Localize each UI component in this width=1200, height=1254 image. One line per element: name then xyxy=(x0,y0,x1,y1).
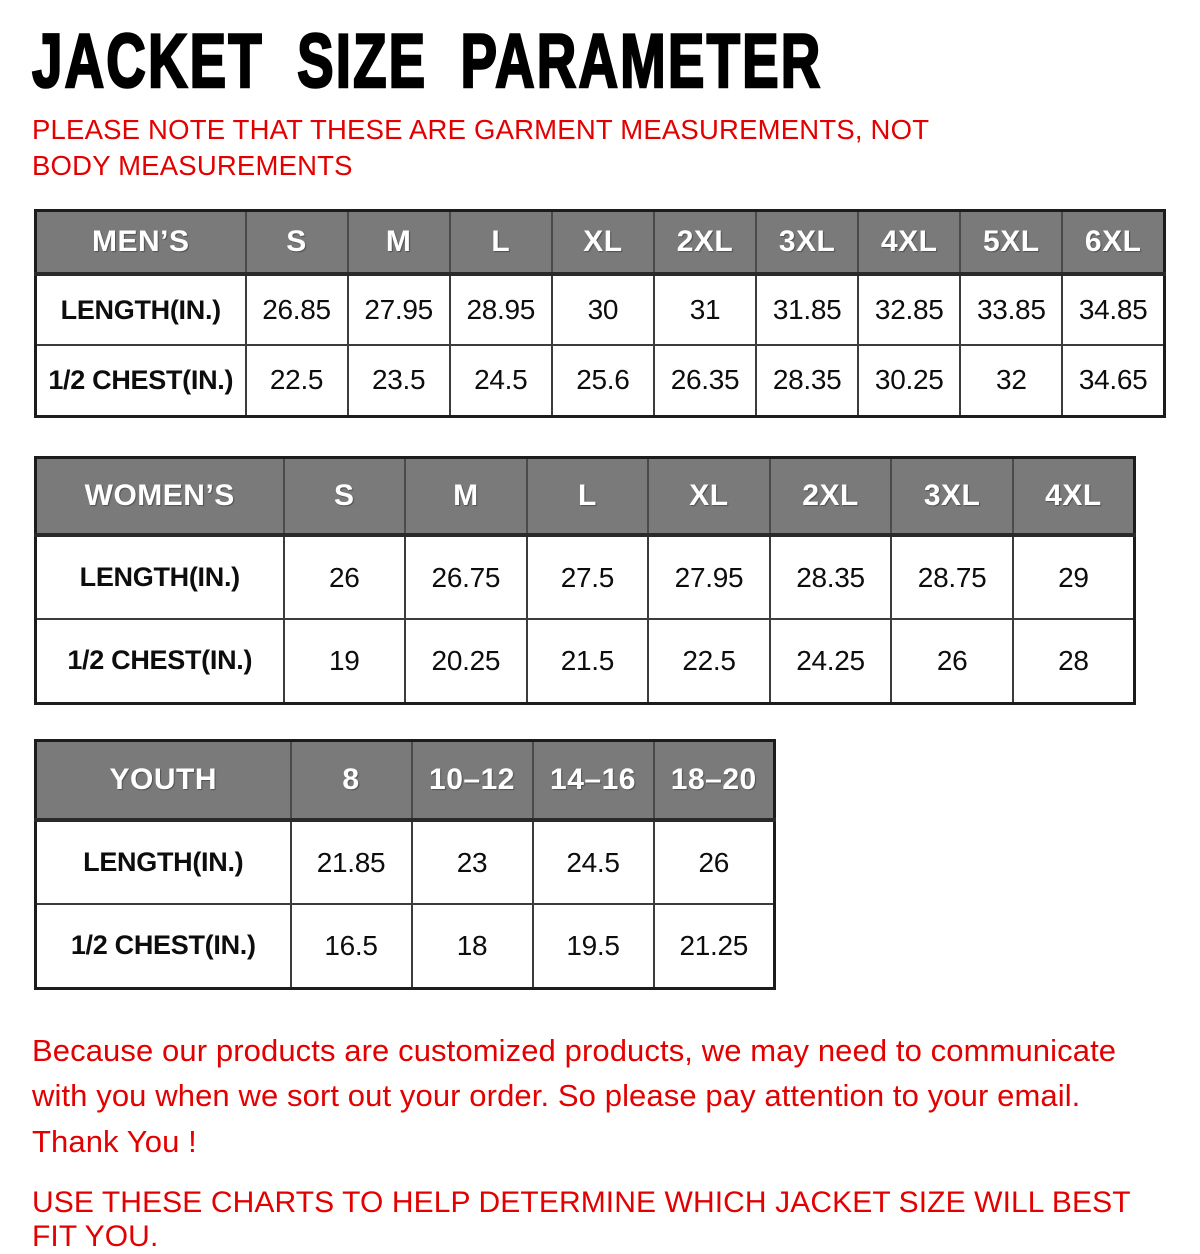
measurement-value: 27.95 xyxy=(647,534,771,621)
measurement-value: 27.95 xyxy=(346,273,451,347)
size-column-header: 14–16 xyxy=(531,739,655,823)
measurement-row-label: 1/2 CHEST(IN.) xyxy=(34,344,247,418)
size-column-header: 5XL xyxy=(959,209,1064,277)
measurement-value: 26.35 xyxy=(652,344,758,418)
size-column-header: 6XL xyxy=(1061,209,1166,277)
mens-size-table: MEN’S S M L XL 2XL 3XL 4XL 5XL 6XL LENGTH(IN.) 26.8… xyxy=(34,208,1166,418)
measurement-value: 18 xyxy=(410,903,534,990)
measurement-value: 19 xyxy=(282,618,407,705)
measurement-row: LENGTH(IN.) 26 26.75 27.5 27.95 28.35 28.75 29 xyxy=(34,534,1136,621)
size-column-header: 4XL xyxy=(1011,456,1136,538)
measurement-row-label: LENGTH(IN.) xyxy=(34,273,247,347)
measurement-value: 30.25 xyxy=(857,344,962,418)
youth-size-table: YOUTH 8 10–12 14–16 18–20 LENGTH(IN.) 21.85 23 2… xyxy=(34,738,776,990)
measurement-value: 34.65 xyxy=(1061,344,1166,418)
measurement-value: 33.85 xyxy=(959,273,1064,347)
measurement-value: 26 xyxy=(282,534,407,621)
measurement-value: 23 xyxy=(410,819,534,906)
measurement-value: 30 xyxy=(550,273,655,347)
measurement-row: 1/2 CHEST(IN.) 16.5 18 19.5 21.25 xyxy=(34,903,776,990)
measurement-value: 26.75 xyxy=(404,534,528,621)
garment-measurement-note: PLEASE NOTE THAT THESE ARE GARMENT MEASU… xyxy=(32,114,929,182)
size-column-header: M xyxy=(404,456,528,538)
measurement-value: 31.85 xyxy=(755,273,860,347)
size-column-header: 8 xyxy=(289,739,413,823)
measurement-row-label: 1/2 CHEST(IN.) xyxy=(34,618,285,705)
size-header-row: WOMEN’S S M L XL 2XL 3XL 4XL xyxy=(34,456,1136,538)
womens-size-table: WOMEN’S S M L XL 2XL 3XL 4XL LENGTH(IN.) 26 26.75 2… xyxy=(34,455,1136,705)
measurement-value: 26.85 xyxy=(244,273,349,347)
size-column-header: 2XL xyxy=(652,209,758,277)
size-column-header: 3XL xyxy=(755,209,860,277)
size-column-header: 2XL xyxy=(768,456,893,538)
measurement-value: 22.5 xyxy=(244,344,349,418)
size-column-header: S xyxy=(244,209,349,277)
size-column-header: XL xyxy=(647,456,771,538)
size-header-row: YOUTH 8 10–12 14–16 18–20 xyxy=(34,739,776,823)
measurement-value: 19.5 xyxy=(531,903,655,990)
measurement-value: 26 xyxy=(890,618,1014,705)
measurement-value: 21.25 xyxy=(652,903,776,990)
measurement-value: 21.5 xyxy=(525,618,650,705)
measurement-row: 1/2 CHEST(IN.) 19 20.25 21.5 22.5 24.25 26 28 xyxy=(34,618,1136,705)
size-column-header: L xyxy=(525,456,650,538)
size-column-header: XL xyxy=(550,209,655,277)
measurement-row-label: LENGTH(IN.) xyxy=(34,534,285,621)
measurement-row: LENGTH(IN.) 21.85 23 24.5 26 xyxy=(34,819,776,906)
measurement-value: 24.5 xyxy=(448,344,553,418)
size-column-header: L xyxy=(448,209,553,277)
measurement-row-label: 1/2 CHEST(IN.) xyxy=(34,903,292,990)
measurement-value: 21.85 xyxy=(289,819,413,906)
measurement-value: 22.5 xyxy=(647,618,771,705)
measurement-value: 28.75 xyxy=(890,534,1014,621)
measurement-value: 20.25 xyxy=(404,618,528,705)
size-column-header: S xyxy=(282,456,407,538)
measurement-value: 28.35 xyxy=(755,344,860,418)
table-group-header: MEN’S xyxy=(34,209,247,277)
measurement-value: 26 xyxy=(652,819,776,906)
size-column-header: M xyxy=(346,209,451,277)
measurement-value: 23.5 xyxy=(346,344,451,418)
size-column-header: 10–12 xyxy=(410,739,534,823)
customization-contact-note: Because our products are customized prod… xyxy=(32,1032,1117,1159)
measurement-value: 31 xyxy=(652,273,758,347)
measurement-value: 27.5 xyxy=(525,534,650,621)
table-group-header: WOMEN’S xyxy=(34,456,285,538)
measurement-value: 28 xyxy=(1011,618,1136,705)
size-column-header: 18–20 xyxy=(652,739,776,823)
measurement-value: 32 xyxy=(959,344,1064,418)
measurement-row-label: LENGTH(IN.) xyxy=(34,819,292,906)
measurement-value: 24.5 xyxy=(531,819,655,906)
measurement-row: 1/2 CHEST(IN.) 22.5 23.5 24.5 25.6 26.35 28.35… xyxy=(34,344,1166,418)
measurement-value: 25.6 xyxy=(550,344,655,418)
measurement-value: 34.85 xyxy=(1061,273,1166,347)
table-group-header: YOUTH xyxy=(34,739,292,823)
size-column-header: 4XL xyxy=(857,209,962,277)
measurement-value: 28.95 xyxy=(448,273,553,347)
measurement-value: 16.5 xyxy=(289,903,413,990)
measurement-value: 24.25 xyxy=(768,618,893,705)
page-title: JACKET SIZE PARAMETER xyxy=(31,19,823,104)
size-column-header: 3XL xyxy=(890,456,1014,538)
measurement-row: LENGTH(IN.) 26.85 27.95 28.95 30 31 31.85 32.85… xyxy=(34,273,1166,347)
chart-usage-note: USE THESE CHARTS TO HELP DETERMINE WHICH… xyxy=(32,1186,1131,1254)
measurement-value: 32.85 xyxy=(857,273,962,347)
measurement-value: 28.35 xyxy=(768,534,893,621)
measurement-value: 29 xyxy=(1011,534,1136,621)
size-header-row: MEN’S S M L XL 2XL 3XL 4XL 5XL 6XL xyxy=(34,209,1166,277)
